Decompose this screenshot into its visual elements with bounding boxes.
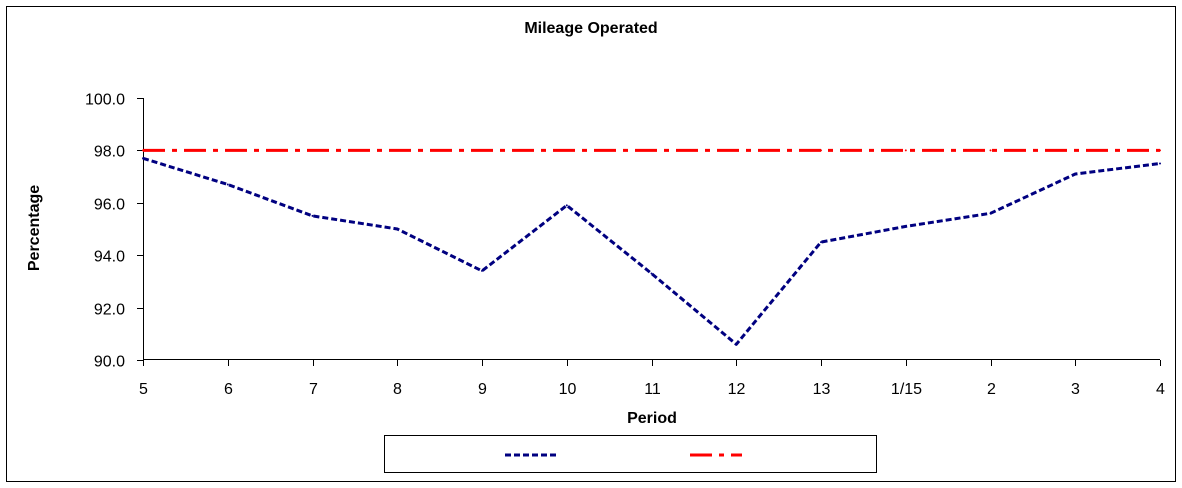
x-tick-label: 11 — [644, 381, 661, 398]
series-2-point — [481, 149, 483, 152]
series-1-point — [1159, 162, 1161, 165]
series-2-point — [142, 149, 144, 152]
series-2-point — [1159, 149, 1161, 152]
x-tick-label: 6 — [224, 381, 233, 398]
chart-border — [6, 6, 1176, 482]
series-2-point — [311, 149, 314, 152]
x-tick-label: 8 — [393, 381, 402, 398]
series-1-point — [735, 343, 738, 346]
series-2-point — [989, 149, 992, 152]
legend-box — [384, 435, 877, 473]
series-1-point — [650, 272, 653, 275]
series-1-point — [1074, 173, 1077, 175]
legend — [384, 435, 877, 473]
x-tick-label: 3 — [1071, 381, 1080, 398]
x-tick-label: 5 — [139, 381, 148, 398]
series-2-point — [820, 149, 822, 152]
y-tick-label: 92.0 — [94, 302, 125, 319]
series-1-point — [820, 241, 822, 244]
series-2-point — [226, 149, 229, 152]
series-1-point — [481, 269, 483, 272]
series-1-point — [396, 228, 399, 230]
x-tick-label: 2 — [987, 381, 996, 398]
series-2-point — [396, 149, 399, 152]
y-tick-label: 96.0 — [94, 197, 125, 214]
series-1-point — [989, 212, 992, 215]
series-1-point — [226, 183, 229, 186]
series-1-point — [904, 225, 907, 228]
x-tick-label: 7 — [309, 381, 318, 398]
x-tick-label: 13 — [813, 381, 831, 398]
series-2-point — [735, 149, 738, 152]
series-1-point — [565, 204, 568, 207]
series-2-point — [650, 149, 653, 152]
series-2-point — [904, 149, 907, 152]
x-tick-label: 1/15 — [891, 381, 922, 398]
y-tick-label: 98.0 — [94, 144, 125, 161]
y-tick-label: 94.0 — [94, 249, 125, 266]
x-tick-label: 12 — [728, 381, 746, 398]
series-2-point — [1074, 149, 1077, 152]
y-tick-label: 90.0 — [94, 354, 125, 371]
series-1-point — [311, 214, 314, 217]
y-tick-label: 100.0 — [85, 92, 125, 109]
x-tick-label: 4 — [1156, 381, 1165, 398]
series-2-point — [565, 149, 568, 152]
x-axis-title: Period — [627, 410, 677, 427]
x-tick-label: 9 — [478, 381, 487, 398]
series-1-point — [142, 157, 144, 160]
y-axis-title: Percentage — [26, 185, 43, 271]
x-tick-label: 10 — [559, 381, 577, 398]
chart-title: Mileage Operated — [524, 20, 657, 37]
